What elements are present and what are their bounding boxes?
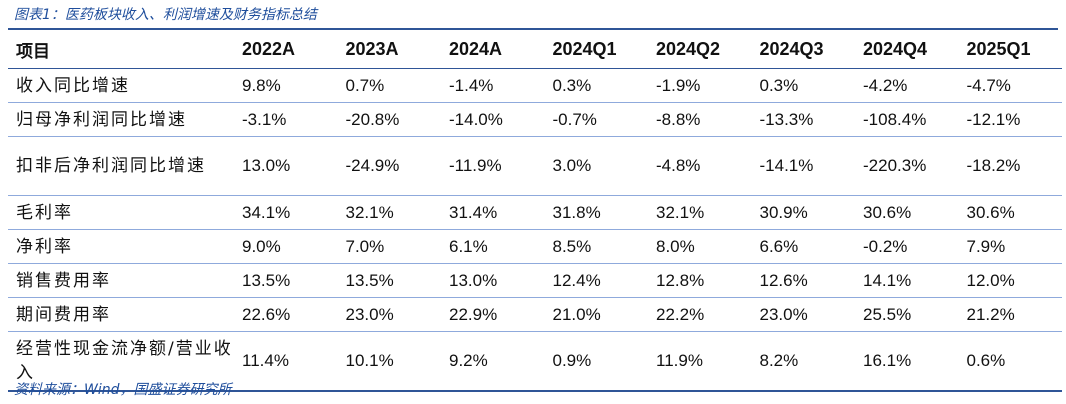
table-cell: -1.9%: [648, 68, 752, 103]
table-cell: 23.0%: [751, 297, 855, 332]
table-cell: 21.2%: [958, 297, 1062, 332]
table-cell: -13.3%: [751, 102, 855, 137]
table-cell: 8.2%: [751, 331, 855, 392]
table-cell: 31.4%: [441, 195, 545, 230]
table-cell: 21.0%: [544, 297, 648, 332]
table-cell: 6.1%: [441, 229, 545, 264]
table-cell: 7.9%: [958, 229, 1062, 264]
table-cell: 16.1%: [855, 331, 959, 392]
table-cell: -0.2%: [855, 229, 959, 264]
table-cell: -1.4%: [441, 68, 545, 103]
table-cell: 9.8%: [234, 68, 338, 103]
figure-caption: 图表1：医药板块收入、利润增速及财务指标总结: [14, 7, 317, 23]
top-rule: [8, 28, 1058, 30]
header-item: 项目: [8, 30, 234, 69]
header-2022a: 2022A: [234, 30, 338, 69]
table-row: 归母净利润同比增速 -3.1% -20.8% -14.0% -0.7% -8.8…: [8, 102, 1062, 137]
table-cell: 12.6%: [751, 263, 855, 298]
table-cell: 23.0%: [337, 297, 441, 332]
table-cell: -18.2%: [958, 136, 1062, 196]
table-cell: 8.5%: [544, 229, 648, 264]
table-cell: 8.0%: [648, 229, 752, 264]
table-cell: 22.2%: [648, 297, 752, 332]
table-cell: -0.7%: [544, 102, 648, 137]
table-cell: -108.4%: [855, 102, 959, 137]
table-cell: 0.3%: [751, 68, 855, 103]
row-label: 扣非后净利润同比增速: [8, 136, 234, 196]
table-cell: 12.0%: [958, 263, 1062, 298]
table-cell: 32.1%: [648, 195, 752, 230]
table-cell: 9.0%: [234, 229, 338, 264]
table-cell: 9.2%: [441, 331, 545, 392]
table-cell: -24.9%: [337, 136, 441, 196]
row-label: 毛利率: [8, 195, 234, 230]
header-2025q1: 2025Q1: [958, 30, 1062, 69]
row-label: 期间费用率: [8, 297, 234, 332]
row-label: 经营性现金流净额/营业收入: [8, 331, 234, 392]
table-cell: 6.6%: [751, 229, 855, 264]
table-cell: 11.4%: [234, 331, 338, 392]
table-row: 销售费用率 13.5% 13.5% 13.0% 12.4% 12.8% 12.6…: [8, 263, 1062, 298]
table-cell: 22.9%: [441, 297, 545, 332]
row-label: 净利率: [8, 229, 234, 264]
table-row: 毛利率 34.1% 32.1% 31.4% 31.8% 32.1% 30.9% …: [8, 195, 1062, 230]
table-row: 收入同比增速 9.8% 0.7% -1.4% 0.3% -1.9% 0.3% -…: [8, 68, 1062, 103]
header-2023a: 2023A: [337, 30, 441, 69]
header-2024q3: 2024Q3: [751, 30, 855, 69]
header-2024a: 2024A: [441, 30, 545, 69]
table-cell: 32.1%: [337, 195, 441, 230]
table-cell: 12.8%: [648, 263, 752, 298]
table-cell: 30.6%: [958, 195, 1062, 230]
table-cell: -4.2%: [855, 68, 959, 103]
table-cell: -14.0%: [441, 102, 545, 137]
table-cell: 0.6%: [958, 331, 1062, 392]
table-cell: -4.7%: [958, 68, 1062, 103]
row-label: 归母净利润同比增速: [8, 102, 234, 137]
table-row: 净利率 9.0% 7.0% 6.1% 8.5% 8.0% 6.6% -0.2% …: [8, 229, 1062, 264]
table-cell: 0.7%: [337, 68, 441, 103]
table-cell: -3.1%: [234, 102, 338, 137]
table-cell: -11.9%: [441, 136, 545, 196]
table-cell: 13.0%: [234, 136, 338, 196]
table-cell: -20.8%: [337, 102, 441, 137]
table-cell: 30.9%: [751, 195, 855, 230]
table-cell: 13.5%: [234, 263, 338, 298]
table-cell: 22.6%: [234, 297, 338, 332]
table-cell: 31.8%: [544, 195, 648, 230]
financial-summary-table: 项目 2022A 2023A 2024A 2024Q1 2024Q2 2024Q…: [8, 30, 1062, 392]
table-cell: 3.0%: [544, 136, 648, 196]
table-cell: 0.3%: [544, 68, 648, 103]
table-cell: -4.8%: [648, 136, 752, 196]
source-note: 资料来源：Wind，国盛证券研究所: [14, 382, 232, 398]
table-cell: 34.1%: [234, 195, 338, 230]
table-cell: 13.5%: [337, 263, 441, 298]
header-2024q4: 2024Q4: [855, 30, 959, 69]
table-cell: 7.0%: [337, 229, 441, 264]
table-cell: -12.1%: [958, 102, 1062, 137]
table-cell: 11.9%: [648, 331, 752, 392]
header-2024q2: 2024Q2: [648, 30, 752, 69]
table-cell: 30.6%: [855, 195, 959, 230]
table-row: 扣非后净利润同比增速 13.0% -24.9% -11.9% 3.0% -4.8…: [8, 136, 1062, 196]
table-cell: 0.9%: [544, 331, 648, 392]
row-label: 销售费用率: [8, 263, 234, 298]
row-label: 收入同比增速: [8, 68, 234, 103]
table-cell: 12.4%: [544, 263, 648, 298]
table-cell: 13.0%: [441, 263, 545, 298]
header-row: 项目 2022A 2023A 2024A 2024Q1 2024Q2 2024Q…: [8, 30, 1062, 69]
table-row: 期间费用率 22.6% 23.0% 22.9% 21.0% 22.2% 23.0…: [8, 297, 1062, 332]
table-row: 经营性现金流净额/营业收入 11.4% 10.1% 9.2% 0.9% 11.9…: [8, 331, 1062, 392]
table-cell: 25.5%: [855, 297, 959, 332]
header-2024q1: 2024Q1: [544, 30, 648, 69]
table-cell: 14.1%: [855, 263, 959, 298]
table-cell: 10.1%: [337, 331, 441, 392]
table-cell: -8.8%: [648, 102, 752, 137]
table-cell: -14.1%: [751, 136, 855, 196]
table-cell: -220.3%: [855, 136, 959, 196]
